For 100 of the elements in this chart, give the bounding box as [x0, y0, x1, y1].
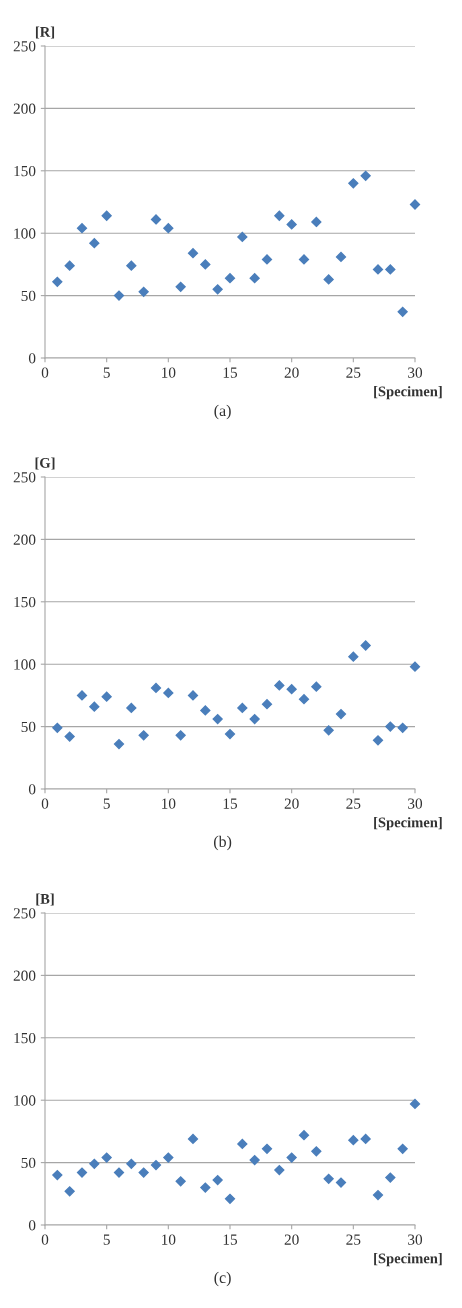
y-tick-label: 200 [13, 970, 36, 981]
point [397, 1143, 408, 1154]
point [311, 1146, 322, 1157]
point [237, 702, 248, 713]
point [187, 1133, 199, 1145]
x-tick-label: 15 [223, 798, 238, 809]
point [261, 1143, 273, 1154]
point [274, 210, 285, 221]
point [409, 1098, 421, 1110]
x-tick-label: 10 [162, 798, 176, 809]
y-tick-label: 150 [14, 1032, 36, 1044]
point [138, 730, 149, 741]
point [200, 1182, 211, 1193]
point [76, 690, 88, 701]
y-tick-label: 150 [14, 596, 36, 608]
point [298, 1130, 310, 1141]
point [138, 1167, 149, 1178]
point [150, 682, 162, 694]
x-tick-label: 10 [162, 1234, 176, 1245]
y-tick-label: 100 [14, 228, 36, 239]
text: (a) [214, 404, 231, 420]
point [126, 702, 137, 713]
x-axis-title: [Specimen] [374, 1253, 442, 1267]
point [89, 701, 100, 712]
point [175, 1176, 186, 1187]
y-tick-label: 200 [13, 103, 36, 114]
point [163, 223, 174, 234]
x-tick-label: 5 [103, 367, 110, 378]
x-tick-label: 20 [284, 798, 299, 809]
x-tick-label: 20 [284, 367, 299, 378]
y-tick-label: 100 [14, 659, 36, 670]
point [113, 738, 125, 750]
point [348, 178, 359, 189]
point [224, 273, 236, 284]
point [212, 713, 223, 725]
y-tick-label: 100 [14, 1095, 36, 1106]
x-tick-label: 5 [103, 1234, 110, 1245]
y-axis-title: [R] [35, 26, 55, 39]
point [212, 284, 223, 295]
point [101, 691, 112, 702]
point [360, 170, 371, 181]
point [138, 286, 149, 297]
point [113, 290, 125, 301]
point [64, 1186, 75, 1197]
point [52, 1169, 63, 1181]
point [200, 705, 211, 716]
text: (c) [214, 1271, 231, 1287]
point [335, 251, 347, 263]
point [385, 264, 396, 275]
x-tick-label: 25 [346, 798, 361, 809]
point [397, 722, 408, 733]
point [409, 661, 421, 672]
x-tick-label: 20 [284, 1234, 299, 1245]
y-tick-label: 0 [28, 353, 36, 364]
y-tick-label: 200 [13, 534, 36, 545]
point [311, 681, 322, 692]
x-axis-title: [Specimen] [374, 817, 442, 831]
point [163, 687, 174, 699]
point [348, 1135, 359, 1146]
y-tick-label: 0 [28, 1220, 36, 1231]
point [372, 1189, 384, 1201]
point [249, 273, 260, 284]
y-tick-label: 150 [14, 165, 36, 177]
point [101, 210, 112, 221]
y-tick-label: 250 [13, 908, 36, 919]
point [224, 728, 236, 740]
point [372, 264, 384, 275]
point [52, 276, 63, 287]
point [52, 722, 63, 733]
point [372, 735, 384, 746]
y-axis-title: [G] [35, 457, 55, 470]
point [150, 1159, 162, 1171]
x-tick-label: 30 [408, 1234, 423, 1245]
y-tick-label: 250 [13, 472, 36, 483]
point [237, 231, 248, 243]
y-tick-label: 50 [21, 721, 36, 733]
point [101, 1152, 112, 1163]
point [348, 651, 359, 662]
point [323, 1173, 334, 1184]
x-tick-label: 25 [346, 1234, 361, 1245]
x-tick-label: 15 [223, 367, 238, 378]
x-tick-label: 25 [346, 367, 361, 378]
x-tick-label: 5 [103, 798, 110, 809]
point [286, 684, 297, 695]
x-tick-label: 30 [408, 798, 423, 809]
point [212, 1174, 223, 1186]
point [298, 694, 310, 705]
point [274, 1164, 285, 1176]
point [64, 731, 75, 742]
y-tick-label: 50 [21, 1157, 36, 1169]
point [224, 1193, 236, 1204]
y-axis-title: [B] [36, 893, 54, 906]
point [335, 709, 347, 720]
point [261, 699, 273, 710]
point [360, 1133, 371, 1145]
point [64, 260, 75, 271]
point [385, 1172, 396, 1183]
point [311, 216, 322, 228]
point [89, 1158, 100, 1169]
point [397, 306, 408, 317]
